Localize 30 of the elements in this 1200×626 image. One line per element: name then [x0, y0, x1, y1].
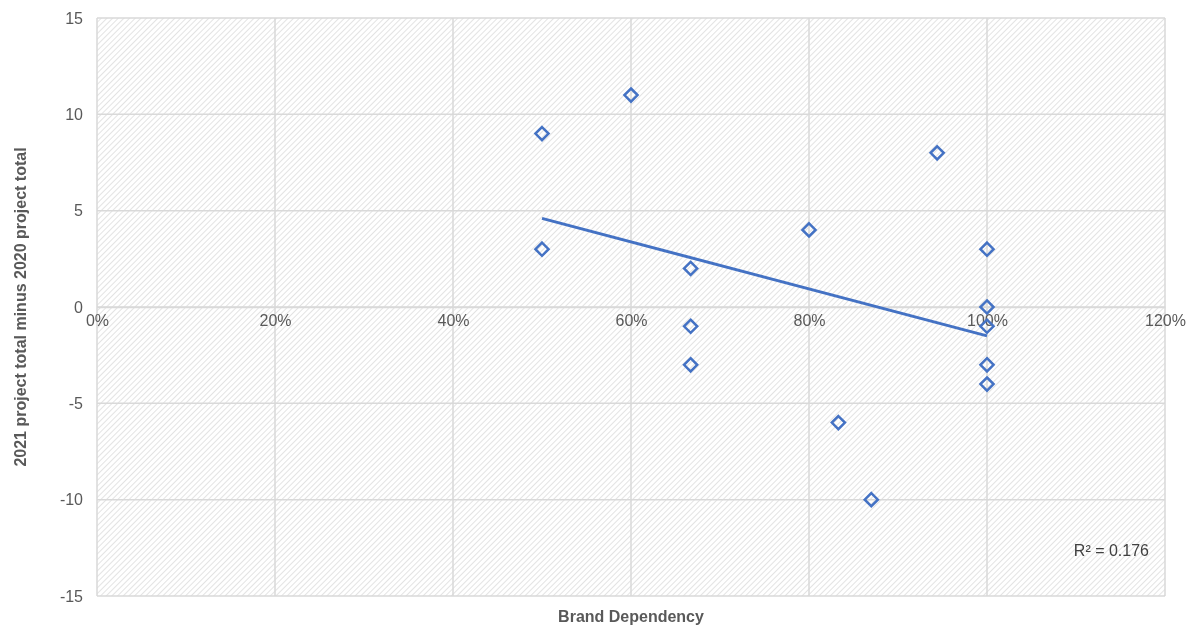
point: [682, 318, 699, 335]
point: [979, 241, 995, 258]
x-tick-label: 80%: [793, 312, 826, 330]
x-tick-label: 60%: [615, 312, 648, 330]
y-tick-label: 0: [74, 298, 84, 316]
point: [682, 260, 699, 277]
y-tick-label: 10: [65, 105, 84, 123]
x-tick-label: 40%: [437, 312, 470, 330]
point: [979, 356, 995, 373]
point: [623, 87, 639, 103]
y-tick-label: 5: [74, 202, 84, 220]
x-tick-label: 0%: [85, 312, 110, 330]
y-tick-label: -10: [59, 491, 84, 509]
point: [929, 145, 945, 161]
point: [979, 376, 995, 392]
annotation: R² = 0.176: [1073, 542, 1150, 559]
point: [863, 491, 880, 508]
x-tick-label: 20%: [259, 312, 292, 330]
point: [830, 414, 847, 431]
x-tick-label: 120%: [1145, 312, 1186, 330]
point: [534, 241, 550, 258]
point: [801, 222, 817, 238]
point: [979, 299, 995, 315]
y-tick-label: 15: [65, 9, 84, 27]
point: [682, 356, 699, 373]
x-axis-title: Brand Dependency: [558, 608, 705, 625]
y-tick-label: -15: [59, 587, 84, 605]
point: [534, 125, 550, 142]
y-tick-label: -5: [68, 394, 84, 412]
y-axis-title: 2021 project total minus 2020 project total: [12, 147, 29, 467]
